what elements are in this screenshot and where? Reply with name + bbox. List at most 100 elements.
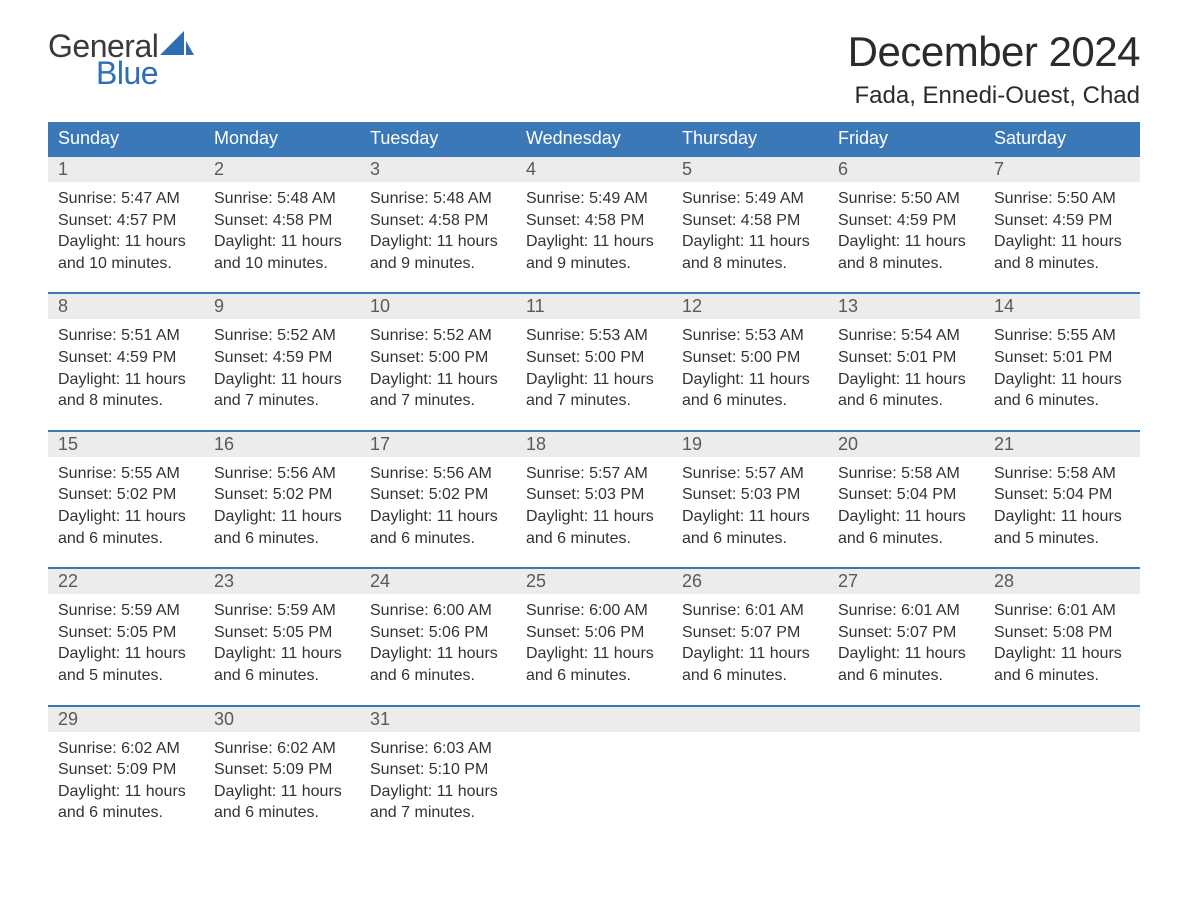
day-cell: 23Sunrise: 5:59 AMSunset: 5:05 PMDayligh… <box>204 569 360 696</box>
sunrise-text: Sunrise: 6:01 AM <box>838 600 974 622</box>
daylight-text: Daylight: 11 hours and 8 minutes. <box>58 369 194 412</box>
day-cell: 29Sunrise: 6:02 AMSunset: 5:09 PMDayligh… <box>48 707 204 834</box>
day-number: 30 <box>204 707 360 732</box>
sunrise-text: Sunrise: 5:47 AM <box>58 188 194 210</box>
day-cell: 26Sunrise: 6:01 AMSunset: 5:07 PMDayligh… <box>672 569 828 696</box>
sunset-text: Sunset: 5:01 PM <box>994 347 1130 369</box>
sunrise-text: Sunrise: 5:57 AM <box>526 463 662 485</box>
daylight-text: Daylight: 11 hours and 6 minutes. <box>526 643 662 686</box>
day-cell: 8Sunrise: 5:51 AMSunset: 4:59 PMDaylight… <box>48 294 204 421</box>
day-body: Sunrise: 5:58 AMSunset: 5:04 PMDaylight:… <box>828 457 984 549</box>
calendar-grid: Sunday Monday Tuesday Wednesday Thursday… <box>48 122 1140 834</box>
daylight-text: Daylight: 11 hours and 6 minutes. <box>994 643 1130 686</box>
sunrise-text: Sunrise: 5:58 AM <box>838 463 974 485</box>
daylight-text: Daylight: 11 hours and 6 minutes. <box>838 369 974 412</box>
day-body: Sunrise: 6:00 AMSunset: 5:06 PMDaylight:… <box>360 594 516 686</box>
daylight-text: Daylight: 11 hours and 8 minutes. <box>838 231 974 274</box>
day-number: 1 <box>48 157 204 182</box>
sunrise-text: Sunrise: 5:49 AM <box>526 188 662 210</box>
sunset-text: Sunset: 5:07 PM <box>838 622 974 644</box>
month-title: December 2024 <box>848 28 1140 76</box>
day-cell: 25Sunrise: 6:00 AMSunset: 5:06 PMDayligh… <box>516 569 672 696</box>
weeks-container: 1Sunrise: 5:47 AMSunset: 4:57 PMDaylight… <box>48 155 1140 834</box>
sunrise-text: Sunrise: 5:51 AM <box>58 325 194 347</box>
sunrise-text: Sunrise: 5:59 AM <box>58 600 194 622</box>
day-number-empty <box>516 707 672 732</box>
day-number: 17 <box>360 432 516 457</box>
daylight-text: Daylight: 11 hours and 8 minutes. <box>682 231 818 274</box>
daylight-text: Daylight: 11 hours and 7 minutes. <box>214 369 350 412</box>
day-cell: 13Sunrise: 5:54 AMSunset: 5:01 PMDayligh… <box>828 294 984 421</box>
sunset-text: Sunset: 4:59 PM <box>838 210 974 232</box>
day-cell: 3Sunrise: 5:48 AMSunset: 4:58 PMDaylight… <box>360 157 516 284</box>
day-body: Sunrise: 5:48 AMSunset: 4:58 PMDaylight:… <box>204 182 360 274</box>
day-body: Sunrise: 6:01 AMSunset: 5:07 PMDaylight:… <box>672 594 828 686</box>
day-number: 7 <box>984 157 1140 182</box>
day-body: Sunrise: 5:59 AMSunset: 5:05 PMDaylight:… <box>48 594 204 686</box>
day-cell: 30Sunrise: 6:02 AMSunset: 5:09 PMDayligh… <box>204 707 360 834</box>
calendar-week-row: 22Sunrise: 5:59 AMSunset: 5:05 PMDayligh… <box>48 567 1140 696</box>
day-header-tuesday: Tuesday <box>360 122 516 155</box>
day-number: 27 <box>828 569 984 594</box>
calendar-week-row: 29Sunrise: 6:02 AMSunset: 5:09 PMDayligh… <box>48 705 1140 834</box>
sunrise-text: Sunrise: 5:54 AM <box>838 325 974 347</box>
sunset-text: Sunset: 5:03 PM <box>682 484 818 506</box>
day-body: Sunrise: 5:56 AMSunset: 5:02 PMDaylight:… <box>204 457 360 549</box>
day-number: 20 <box>828 432 984 457</box>
day-body: Sunrise: 5:49 AMSunset: 4:58 PMDaylight:… <box>672 182 828 274</box>
sunset-text: Sunset: 5:05 PM <box>58 622 194 644</box>
day-cell: 21Sunrise: 5:58 AMSunset: 5:04 PMDayligh… <box>984 432 1140 559</box>
day-body: Sunrise: 5:49 AMSunset: 4:58 PMDaylight:… <box>516 182 672 274</box>
sunrise-text: Sunrise: 5:48 AM <box>370 188 506 210</box>
day-cell: 9Sunrise: 5:52 AMSunset: 4:59 PMDaylight… <box>204 294 360 421</box>
sunrise-text: Sunrise: 6:01 AM <box>682 600 818 622</box>
day-number: 16 <box>204 432 360 457</box>
day-cell: 4Sunrise: 5:49 AMSunset: 4:58 PMDaylight… <box>516 157 672 284</box>
sail-icon <box>160 31 194 62</box>
day-number: 24 <box>360 569 516 594</box>
day-cell: 14Sunrise: 5:55 AMSunset: 5:01 PMDayligh… <box>984 294 1140 421</box>
sunset-text: Sunset: 5:04 PM <box>994 484 1130 506</box>
day-number: 19 <box>672 432 828 457</box>
day-cell: 24Sunrise: 6:00 AMSunset: 5:06 PMDayligh… <box>360 569 516 696</box>
daylight-text: Daylight: 11 hours and 6 minutes. <box>838 506 974 549</box>
day-cell: 11Sunrise: 5:53 AMSunset: 5:00 PMDayligh… <box>516 294 672 421</box>
day-body: Sunrise: 5:55 AMSunset: 5:01 PMDaylight:… <box>984 319 1140 411</box>
sunset-text: Sunset: 5:08 PM <box>994 622 1130 644</box>
day-body: Sunrise: 5:50 AMSunset: 4:59 PMDaylight:… <box>984 182 1140 274</box>
sunrise-text: Sunrise: 5:56 AM <box>370 463 506 485</box>
day-cell: 17Sunrise: 5:56 AMSunset: 5:02 PMDayligh… <box>360 432 516 559</box>
daylight-text: Daylight: 11 hours and 8 minutes. <box>994 231 1130 274</box>
day-number: 25 <box>516 569 672 594</box>
sunrise-text: Sunrise: 5:50 AM <box>994 188 1130 210</box>
sunrise-text: Sunrise: 6:00 AM <box>526 600 662 622</box>
day-body: Sunrise: 6:00 AMSunset: 5:06 PMDaylight:… <box>516 594 672 686</box>
daylight-text: Daylight: 11 hours and 6 minutes. <box>682 643 818 686</box>
sunset-text: Sunset: 5:01 PM <box>838 347 974 369</box>
sunset-text: Sunset: 5:02 PM <box>370 484 506 506</box>
day-number-empty <box>828 707 984 732</box>
day-cell: 6Sunrise: 5:50 AMSunset: 4:59 PMDaylight… <box>828 157 984 284</box>
daylight-text: Daylight: 11 hours and 6 minutes. <box>682 369 818 412</box>
day-number: 15 <box>48 432 204 457</box>
day-cell: 22Sunrise: 5:59 AMSunset: 5:05 PMDayligh… <box>48 569 204 696</box>
day-body: Sunrise: 6:01 AMSunset: 5:08 PMDaylight:… <box>984 594 1140 686</box>
sunset-text: Sunset: 4:58 PM <box>682 210 818 232</box>
day-number-empty <box>672 707 828 732</box>
day-cell: 10Sunrise: 5:52 AMSunset: 5:00 PMDayligh… <box>360 294 516 421</box>
day-header-thursday: Thursday <box>672 122 828 155</box>
day-cell: 7Sunrise: 5:50 AMSunset: 4:59 PMDaylight… <box>984 157 1140 284</box>
day-cell: 27Sunrise: 6:01 AMSunset: 5:07 PMDayligh… <box>828 569 984 696</box>
daylight-text: Daylight: 11 hours and 5 minutes. <box>58 643 194 686</box>
sunrise-text: Sunrise: 5:56 AM <box>214 463 350 485</box>
day-body: Sunrise: 5:58 AMSunset: 5:04 PMDaylight:… <box>984 457 1140 549</box>
sunset-text: Sunset: 5:03 PM <box>526 484 662 506</box>
sunset-text: Sunset: 4:59 PM <box>58 347 194 369</box>
sunset-text: Sunset: 4:57 PM <box>58 210 194 232</box>
day-cell: 19Sunrise: 5:57 AMSunset: 5:03 PMDayligh… <box>672 432 828 559</box>
day-body: Sunrise: 5:47 AMSunset: 4:57 PMDaylight:… <box>48 182 204 274</box>
calendar-week-row: 1Sunrise: 5:47 AMSunset: 4:57 PMDaylight… <box>48 155 1140 284</box>
sunrise-text: Sunrise: 6:01 AM <box>994 600 1130 622</box>
calendar-week-row: 15Sunrise: 5:55 AMSunset: 5:02 PMDayligh… <box>48 430 1140 559</box>
day-body: Sunrise: 5:52 AMSunset: 4:59 PMDaylight:… <box>204 319 360 411</box>
